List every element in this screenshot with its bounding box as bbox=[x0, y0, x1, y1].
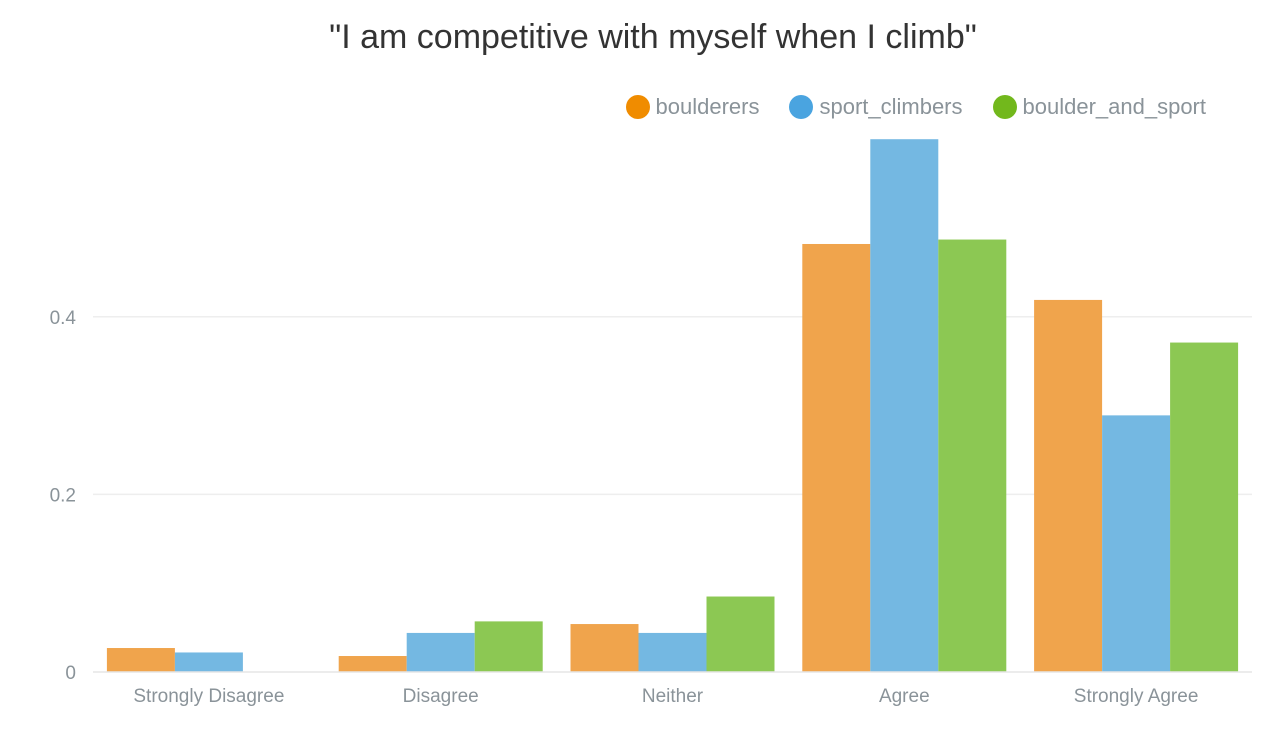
bar-sport_climbers-4 bbox=[1102, 415, 1171, 672]
legend: boulderers sport_climbers boulder_and_spor… bbox=[625, 94, 1206, 120]
bar-sport_climbers-3 bbox=[870, 139, 939, 672]
legend-item-boulder_and_sport[interactable]: boulder_and_sport bbox=[992, 94, 1206, 120]
x-tick-label: Strongly Agree bbox=[1074, 686, 1199, 707]
bar-boulder_and_sport-1 bbox=[474, 621, 543, 672]
legend-item-sport_climbers[interactable]: sport_climbers bbox=[789, 94, 963, 120]
bar-boulderers-3 bbox=[802, 243, 871, 672]
bar-boulder_and_sport-2 bbox=[706, 596, 775, 672]
bar-boulder_and_sport-4 bbox=[1170, 342, 1239, 672]
y-tick-label: 0.4 bbox=[50, 308, 77, 329]
bar-boulderers-4 bbox=[1034, 299, 1103, 672]
legend-swatch bbox=[625, 95, 650, 119]
legend-swatch bbox=[789, 95, 814, 119]
legend-swatch bbox=[992, 95, 1017, 119]
bar-layer bbox=[106, 139, 1239, 672]
legend-label: sport_climbers bbox=[819, 94, 963, 119]
axis-layer: 0 0.2 0.4 Strongly Disagree Disagree Neither A… bbox=[50, 308, 1252, 707]
bar-boulderers-2 bbox=[570, 624, 639, 672]
bar-boulder_and_sport-3 bbox=[938, 239, 1007, 672]
y-tick-label: 0 bbox=[65, 663, 76, 684]
legend-item-boulderers[interactable]: boulderers bbox=[625, 94, 760, 120]
legend-label: boulderers bbox=[655, 94, 760, 119]
x-tick-label: Neither bbox=[642, 686, 704, 707]
bar-boulderers-1 bbox=[338, 656, 407, 672]
legend-label: boulder_and_sport bbox=[1022, 94, 1206, 119]
bar-sport_climbers-2 bbox=[638, 632, 707, 672]
bar-sport_climbers-0 bbox=[174, 652, 243, 672]
x-tick-label: Strongly Disagree bbox=[133, 686, 284, 707]
y-tick-label: 0.2 bbox=[50, 485, 76, 506]
x-tick-label: Disagree bbox=[403, 686, 479, 707]
bar-sport_climbers-1 bbox=[406, 632, 475, 672]
chart-title: "I am competitive with myself when I cli… bbox=[329, 18, 977, 56]
bar-boulderers-0 bbox=[106, 648, 175, 672]
x-tick-label: Agree bbox=[879, 686, 930, 707]
